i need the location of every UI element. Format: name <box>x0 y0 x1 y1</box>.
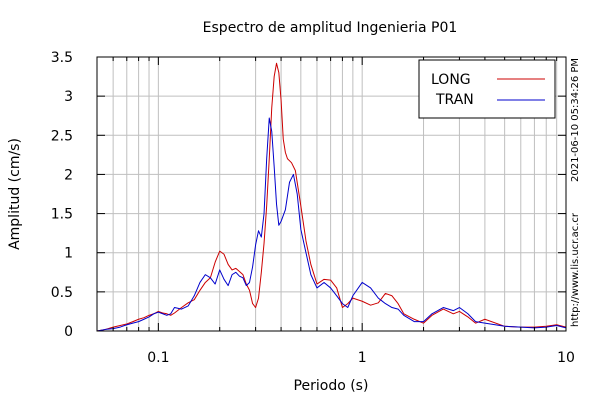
y-tick-label: 1.5 <box>51 207 73 223</box>
plot-lines <box>96 62 567 332</box>
x-tick-label: 1 <box>358 350 367 366</box>
y-tick-label: 2.5 <box>51 128 73 144</box>
y-axis-label: Amplitud (cm/s) <box>7 138 23 250</box>
y-tick-label: 3 <box>64 89 73 105</box>
y-tick-label: 0 <box>64 324 73 340</box>
timestamp-label: 2021-06-10 05:34:26 PM <box>570 58 581 182</box>
source-url-label: http://www.lis.ucr.ac.cr <box>570 212 581 327</box>
legend-label-long: LONG <box>431 72 471 88</box>
y-tick-label: 1 <box>64 246 73 262</box>
legend-box <box>418 59 556 119</box>
y-tick-label: 0.5 <box>51 285 73 301</box>
y-tick-label: 2 <box>64 167 73 183</box>
axis-ticks: 0 0.5 1 1.5 2 2.5 3 3.5 0.1 1 10 <box>51 50 575 366</box>
x-tick-label: 10 <box>557 350 575 366</box>
x-axis-label: Periodo (s) <box>294 378 369 394</box>
legend-label-tran: TRAN <box>435 92 474 108</box>
y-tick-label: 3.5 <box>51 50 73 66</box>
series-line-tran <box>96 117 567 332</box>
plot-frame <box>96 56 567 332</box>
x-tick-label: 0.1 <box>147 350 169 366</box>
legend: LONG TRAN <box>418 59 556 119</box>
chart-title: Espectro de amplitud Ingenieria P01 <box>203 20 458 36</box>
series-line-long <box>96 62 567 332</box>
